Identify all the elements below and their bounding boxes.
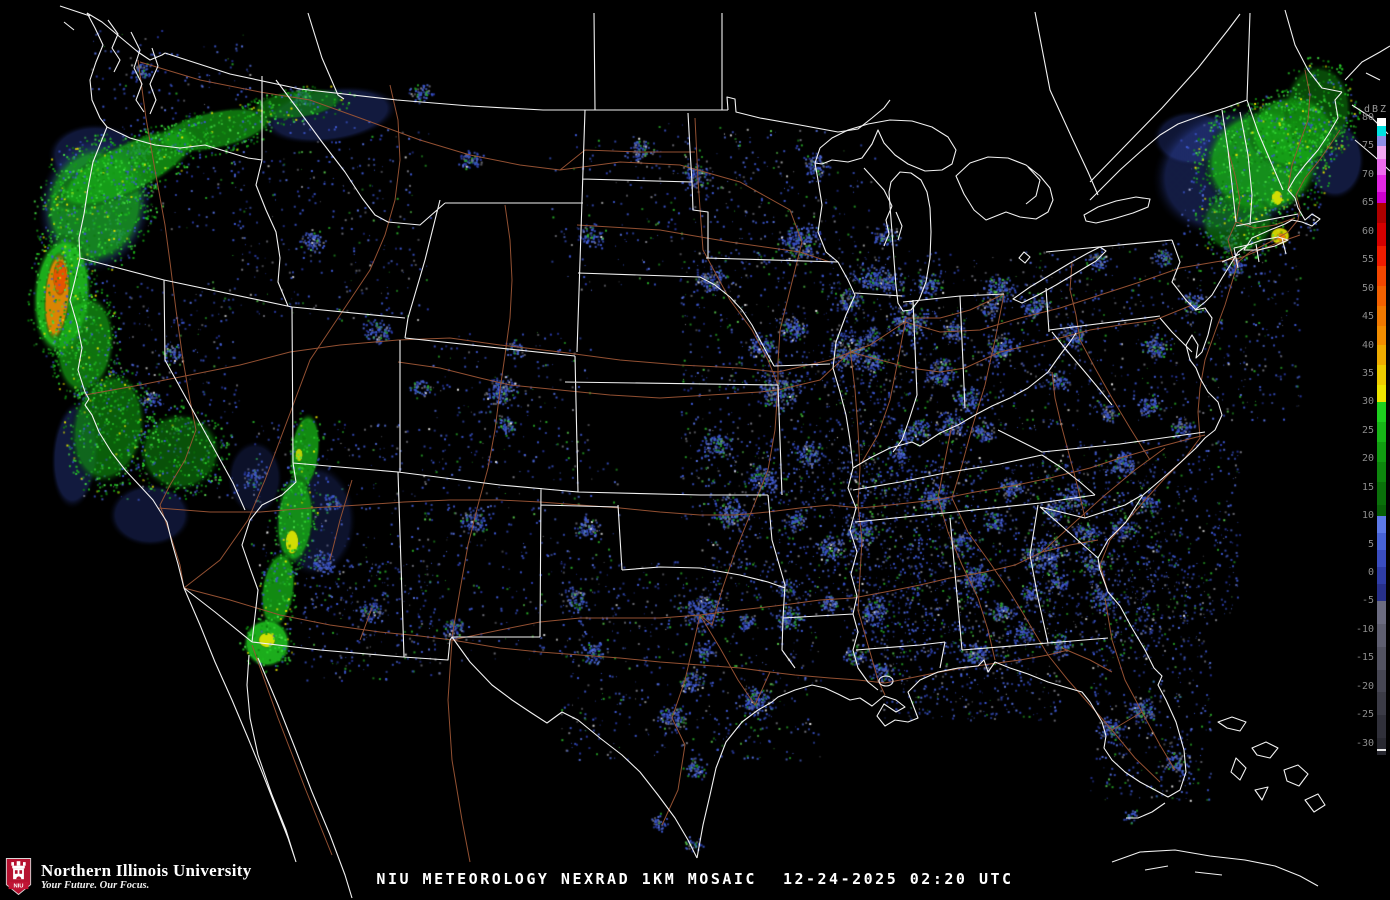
reflectivity-colorbar: dBZ 80 75 70 65 60 55 50 45 40 35 30 25 20 15 10 5 0 -5 -1… — [1330, 104, 1390, 784]
cuba-coast — [1111, 849, 1319, 887]
colorbar-segment — [1377, 442, 1386, 463]
colorbar-segment — [1377, 481, 1386, 505]
colorbar-min-tick — [1377, 749, 1386, 751]
colorbar-segment — [1377, 265, 1386, 286]
niu-shield-icon: NIU — [5, 858, 32, 896]
colorbar-segment — [1377, 223, 1386, 246]
lake-erie — [1012, 246, 1107, 304]
colorbar-segment — [1377, 584, 1386, 602]
colorbar-segment — [1377, 365, 1386, 386]
colorbar-segment — [1377, 191, 1386, 204]
lake-huron — [955, 156, 1054, 221]
colorbar-tick: 60 — [1361, 225, 1374, 237]
niu-logo: NIU Northern Illinois University Your Fu… — [5, 857, 252, 896]
pacific-coast — [69, 12, 185, 589]
lake-st-clair — [1018, 251, 1031, 264]
colorbar-tick: 10 — [1361, 510, 1374, 522]
colorbar-tick: 55 — [1361, 254, 1374, 266]
highway-lines — [84, 59, 1341, 863]
colorbar-segment — [1377, 203, 1386, 224]
lake-ontario — [1083, 196, 1151, 224]
colorbar-segments — [1377, 118, 1386, 755]
atlantic-gulf-coast — [696, 91, 1343, 859]
colorbar-tick: -25 — [1355, 709, 1374, 721]
colorbar-segment — [1377, 737, 1386, 755]
colorbar-tick: 0 — [1367, 567, 1374, 578]
florida-keys — [1126, 802, 1166, 819]
colorbar-segment — [1377, 462, 1386, 482]
colorbar-tick: 30 — [1361, 396, 1374, 408]
colorbar-segment — [1377, 567, 1386, 585]
colorbar-tick: 40 — [1361, 339, 1374, 351]
colorbar-segment — [1377, 136, 1386, 147]
colorbar-tick: -20 — [1355, 680, 1374, 692]
colorbar-segment — [1377, 385, 1386, 403]
colorbar-unit-label: dBZ — [1363, 104, 1388, 115]
colorbar-segment — [1377, 174, 1386, 192]
colorbar-tick: 50 — [1361, 282, 1374, 294]
colorbar-segment — [1377, 533, 1386, 551]
maritimes-coast — [1344, 45, 1390, 172]
colorbar-segment — [1377, 601, 1386, 625]
colorbar-segment — [1377, 692, 1386, 716]
baja-mexico-coast — [183, 587, 353, 899]
colorbar-tick: 75 — [1361, 140, 1374, 152]
colorbar-tick: -5 — [1361, 595, 1374, 607]
colorbar-tick: 5 — [1367, 538, 1374, 550]
colorbar-segment — [1377, 516, 1386, 534]
colorbar-segment — [1377, 285, 1386, 306]
colorbar-tick: 70 — [1361, 168, 1374, 180]
interior-state-lines — [79, 9, 1343, 691]
colorbar-segment — [1377, 305, 1386, 326]
colorbar-segment — [1377, 402, 1386, 423]
canada-border — [164, 52, 891, 133]
colorbar-segment — [1377, 646, 1386, 670]
colorbar-tick: 15 — [1361, 481, 1374, 493]
mosaic-timestamp: 12-24-2025 02:20 UTC — [782, 870, 1014, 888]
colorbar-segment — [1377, 715, 1386, 738]
colorbar-tick: 45 — [1361, 311, 1374, 323]
colorbar-segment — [1377, 245, 1386, 266]
colorbar-segment — [1377, 624, 1386, 647]
colorbar-segment — [1377, 669, 1386, 693]
university-tagline: Your Future. Our Focus. — [41, 879, 150, 891]
colorbar-segment — [1377, 158, 1386, 175]
state-border-lines — [59, 5, 1390, 899]
colorbar-segment — [1377, 325, 1386, 346]
colorbar-segment — [1377, 345, 1386, 366]
colorbar-tick: -15 — [1355, 652, 1374, 664]
colorbar-tick-labels: 80 75 70 65 60 55 50 45 40 35 30 25 20 15 10 5 0 -5 -10 -15… — [1344, 113, 1374, 755]
colorbar-tick: 25 — [1361, 424, 1374, 436]
colorbar-segment — [1377, 422, 1386, 443]
mexico-border-rio-grande — [183, 587, 698, 859]
university-name: Northern Illinois University — [41, 860, 252, 880]
st-lawrence — [1089, 13, 1241, 183]
puget-sound — [59, 5, 166, 115]
colorbar-segment — [1377, 504, 1386, 517]
colorbar-tick: 80 — [1361, 112, 1374, 123]
colorbar-tick: 20 — [1361, 453, 1374, 465]
colorbar-segment — [1377, 118, 1386, 126]
niu-logo-text: Northern Illinois University Your Future… — [41, 860, 252, 892]
lake-superior — [814, 119, 957, 172]
bahamas — [1217, 716, 1326, 813]
lake-michigan — [883, 171, 932, 312]
colorbar-tick: -30 — [1355, 737, 1374, 749]
mosaic-title: NIU METEOROLOGY NEXRAD 1KM MOSAIC — [376, 870, 757, 888]
mosaic-caption: NIU METEOROLOGY NEXRAD 1KM MOSAIC 12-24-2… — [0, 870, 1390, 888]
colorbar-segment — [1377, 146, 1386, 159]
colorbar-segment — [1377, 550, 1386, 568]
canada-provinces — [307, 11, 1099, 196]
colorbar-tick: 65 — [1361, 197, 1374, 209]
niu-shield-text: NIU — [13, 884, 23, 890]
lake-pontchartrain — [878, 675, 894, 687]
colorbar-tick: 35 — [1361, 367, 1374, 379]
colorbar-segment — [1377, 125, 1386, 137]
colorbar-tick: -10 — [1355, 623, 1374, 635]
